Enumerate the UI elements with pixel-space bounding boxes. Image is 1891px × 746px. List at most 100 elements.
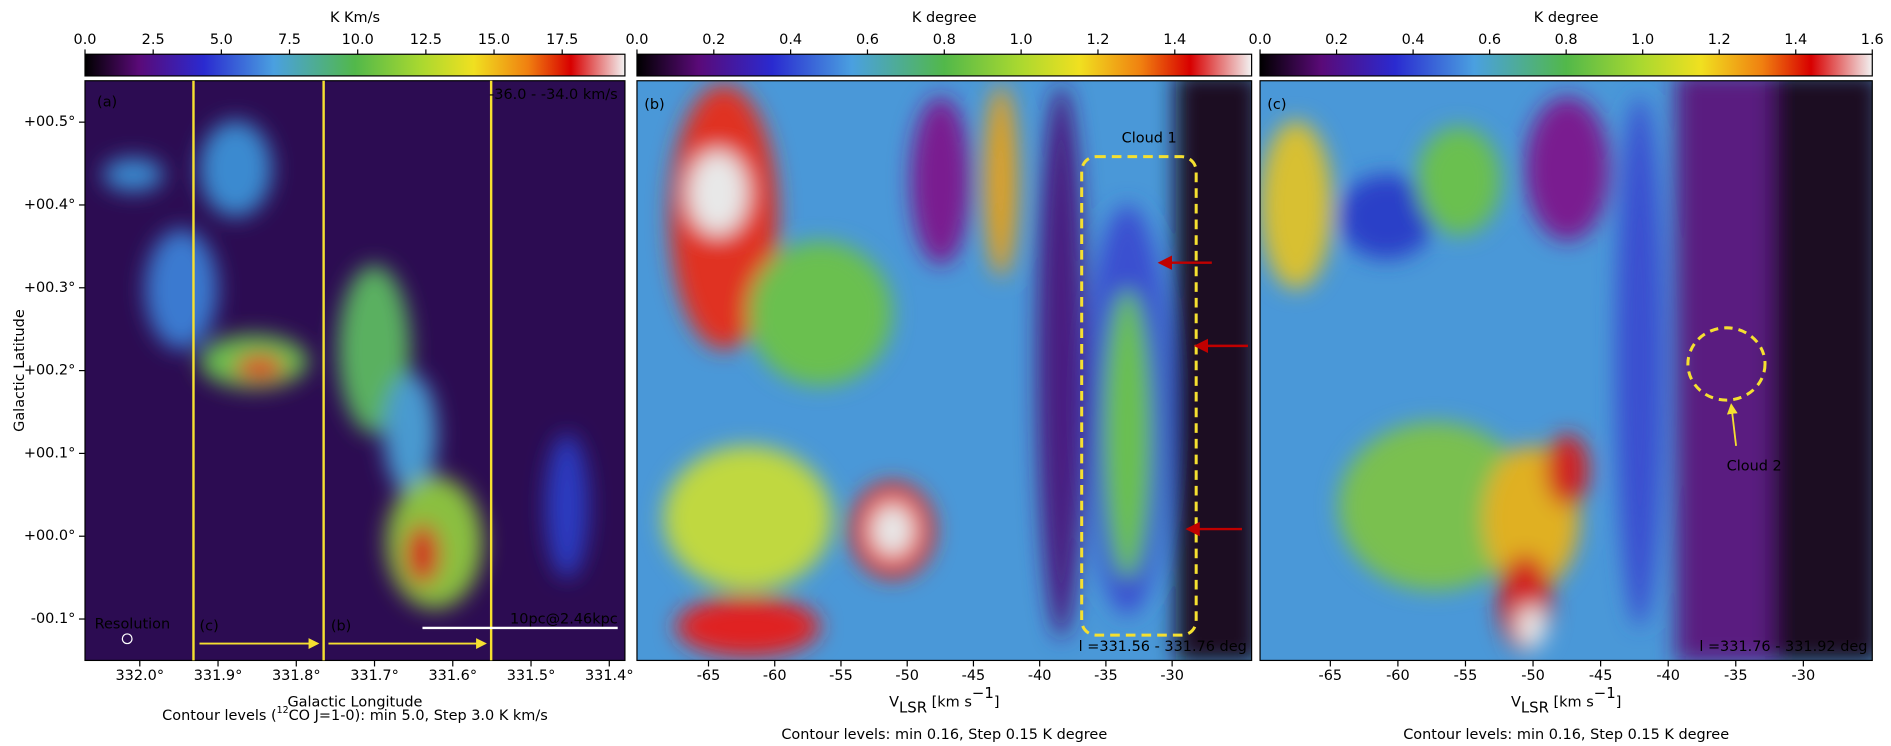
- cloud-box: [1080, 155, 1198, 637]
- colorbar-label: K Km/s: [330, 10, 380, 26]
- map-c: [1260, 80, 1873, 661]
- cloud-ring: [1686, 326, 1767, 402]
- contour-note: Contour levels (12CO J=1-0): min 5.0, St…: [162, 704, 548, 724]
- x-tick-label: -65: [1319, 668, 1343, 684]
- colorbar-label: K degree: [1534, 10, 1599, 26]
- colorbar-tick-label: 0.0: [74, 32, 97, 48]
- colorbar-tick-label: 0.8: [933, 32, 956, 48]
- x-axis-label-part: LSR: [899, 699, 927, 717]
- x-tick-label: -65: [697, 668, 721, 684]
- x-axis-label-part: ]: [1616, 695, 1622, 711]
- y-tick-label: +00.5°: [24, 114, 76, 130]
- colorbar-tick-label: 0.8: [1555, 32, 1578, 48]
- contour-note: Contour levels: min 0.16, Step 0.15 K de…: [1403, 727, 1729, 743]
- annotation: Resolution: [95, 616, 171, 632]
- frame: [1259, 80, 1873, 662]
- annotation: (c): [1267, 97, 1286, 113]
- colorbar: [636, 53, 1253, 77]
- contour-note: Contour levels: min 0.16, Step 0.15 K de…: [781, 727, 1107, 743]
- x-tick-label: -55: [829, 668, 853, 684]
- arrows: [1157, 255, 1248, 537]
- x-tick-label: 331.8°: [272, 668, 321, 684]
- y-tick-label: -00.1°: [31, 611, 76, 627]
- colorbar-tick-label: 0.4: [1402, 32, 1425, 48]
- contour-note-part: 12: [277, 704, 289, 715]
- y-tick-label: +00.0°: [24, 528, 76, 544]
- x-tick-label: 331.7°: [350, 668, 399, 684]
- x-tick-label: 331.5°: [507, 668, 556, 684]
- x-axis-label-part: V: [889, 695, 899, 711]
- annotation: l =331.76 - 331.92 deg: [1699, 639, 1867, 655]
- annotation: Cloud 1: [1122, 131, 1177, 147]
- cloud-pointer: [1726, 403, 1738, 447]
- y-tick-label: +00.2°: [24, 363, 76, 379]
- x-axis-label-part: −1: [972, 684, 994, 702]
- colorbar-tick-label: 12.5: [410, 32, 442, 48]
- annotation: l =331.56 - 331.76 deg: [1079, 639, 1247, 655]
- annotation: (b): [331, 619, 351, 635]
- colorbar-tick-label: 0.0: [1249, 32, 1272, 48]
- x-tick-label: 331.6°: [428, 668, 477, 684]
- x-tick-label: -60: [1386, 668, 1410, 684]
- y-axis-label: Galactic Latitude: [12, 309, 28, 432]
- y-tick-label: +00.1°: [24, 445, 76, 461]
- colorbar-tick-label: 1.4: [1784, 32, 1807, 48]
- colorbar-tick-label: 10.0: [342, 32, 374, 48]
- annotation: Cloud 2: [1727, 458, 1782, 474]
- colorbar-tick-label: 0.2: [1325, 32, 1348, 48]
- x-tick-label: 331.4°: [585, 668, 634, 684]
- y-tick-label: +00.3°: [24, 280, 76, 296]
- x-axis-label-part: V: [1511, 695, 1521, 711]
- x-tick-label: -45: [1589, 668, 1613, 684]
- contour-note-part: Contour levels (: [162, 708, 276, 724]
- x-tick-label: -35: [1724, 668, 1748, 684]
- colorbar-tick-label: 0.6: [1478, 32, 1501, 48]
- colorbar-tick-label: 0.4: [779, 32, 802, 48]
- map-b: [636, 80, 1252, 661]
- x-axis-label-part: Galactic Longitude: [287, 695, 422, 711]
- colorbar-tick-label: 1.6: [1861, 32, 1884, 48]
- annotation: (c): [200, 619, 219, 635]
- colorbar-tick-label: 7.5: [278, 32, 301, 48]
- colorbar-tick-label: 0.2: [702, 32, 725, 48]
- colorbar-label: K degree: [912, 10, 977, 26]
- x-axis-label-part: ]: [994, 695, 1000, 711]
- colorbar-tick-label: 1.0: [1010, 32, 1033, 48]
- x-axis-label-part: [km s: [1549, 695, 1594, 711]
- frame: [636, 80, 1253, 662]
- x-axis-label: VLSR [km s−1]: [889, 684, 999, 716]
- slice-lines: [192, 80, 493, 661]
- beam: [121, 633, 133, 645]
- x-tick-label: -45: [962, 668, 986, 684]
- annotation: (a): [97, 94, 117, 110]
- x-tick-label: 331.9°: [194, 668, 243, 684]
- colorbar: [84, 53, 626, 77]
- colorbar-tick-label: 15.0: [478, 32, 510, 48]
- x-tick-label: -35: [1094, 668, 1118, 684]
- colorbar-tick-label: 2.5: [142, 32, 165, 48]
- contour-note-part: Contour levels: min 0.16, Step 0.15 K de…: [781, 727, 1107, 743]
- x-tick-label: -30: [1792, 668, 1816, 684]
- colorbar-tick-label: 0.6: [856, 32, 879, 48]
- x-tick-label: -55: [1454, 668, 1478, 684]
- colorbar-tick-label: 1.4: [1163, 32, 1186, 48]
- x-tick-label: -50: [895, 668, 919, 684]
- x-tick-label: -30: [1160, 668, 1184, 684]
- colorbar-tick-label: 0.0: [625, 32, 648, 48]
- colorbar-tick-label: 5.0: [210, 32, 233, 48]
- x-axis-label-part: −1: [1594, 684, 1616, 702]
- x-axis-label-part: LSR: [1521, 699, 1549, 717]
- annotation: -36.0 - -34.0 km/s: [489, 87, 618, 103]
- x-axis-label: VLSR [km s−1]: [1511, 684, 1621, 716]
- map-a: [85, 80, 625, 661]
- annotation: 10pc@2.46kpc: [510, 611, 618, 627]
- colorbar-tick-label: 1.2: [1086, 32, 1109, 48]
- colorbar-tick-label: 1.2: [1708, 32, 1731, 48]
- x-tick-label: -40: [1028, 668, 1052, 684]
- annotation: (b): [644, 97, 664, 113]
- x-tick-label: -50: [1521, 668, 1545, 684]
- contour-note-part: Contour levels: min 0.16, Step 0.15 K de…: [1403, 727, 1729, 743]
- x-tick-label: -60: [763, 668, 787, 684]
- colorbar-tick-label: 17.5: [546, 32, 578, 48]
